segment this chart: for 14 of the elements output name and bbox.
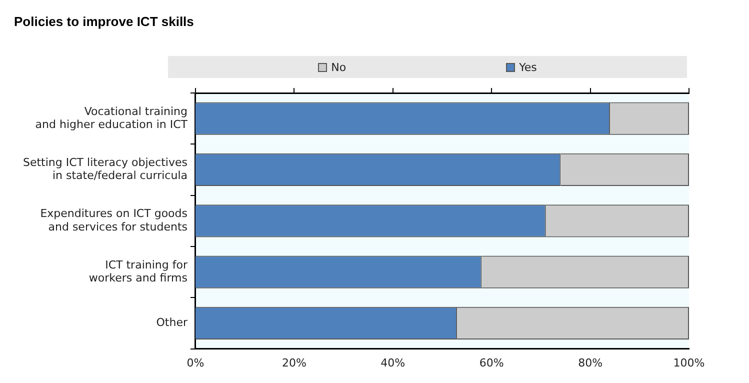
x-tick-label: 20% (282, 356, 306, 370)
x-tick-label: 100% (673, 356, 705, 370)
x-tick-label: 80% (578, 356, 603, 370)
y-tick-label: Setting ICT literacy objectives in state/federal curricula (22, 156, 188, 182)
y-tick-label: Vocational training and higher education in ICT (35, 104, 188, 132)
y-tick-label: Expenditures on ICT goods and services for students (40, 207, 188, 234)
x-tick-label: 60% (479, 356, 504, 370)
x-tick-label: 40% (380, 356, 406, 370)
y-tick-label: Other (156, 316, 188, 330)
x-tick-label: 0% (186, 356, 204, 370)
y-tick-label: ICT training for workers and firms (88, 258, 188, 285)
text: Yes (519, 60, 537, 74)
legend-label: No (331, 60, 346, 74)
chart-title: Policies to improve ICT skills (14, 14, 194, 29)
